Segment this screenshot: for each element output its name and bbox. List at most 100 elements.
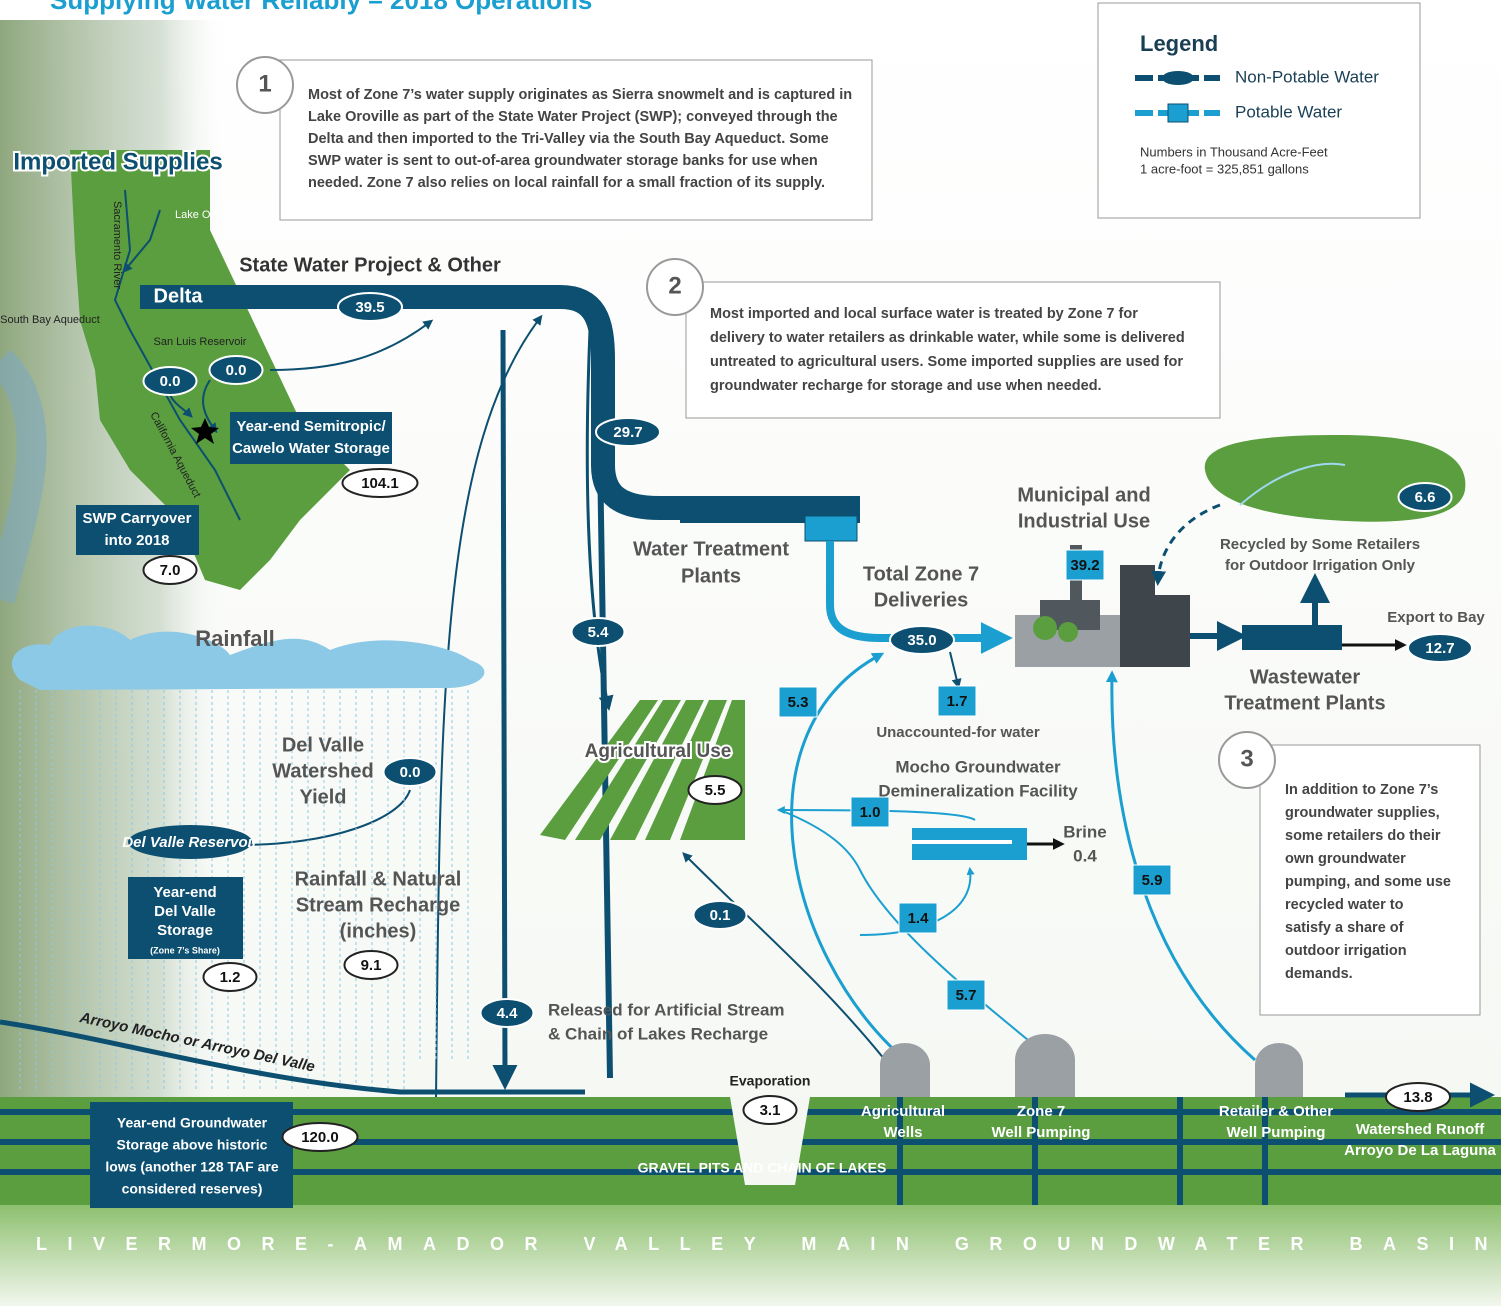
value-oval: [202, 962, 258, 992]
value-oval: [142, 555, 198, 585]
label: Watershed: [272, 760, 374, 782]
flow: [682, 852, 886, 1061]
well-flow: [790, 652, 906, 1062]
value-label: 7.0: [160, 562, 181, 579]
note-number: 2: [668, 272, 681, 299]
label: LIVERMORE-AMADOR VALLEY MAIN GROUNDWATER…: [36, 1234, 1501, 1254]
river: [122, 209, 161, 274]
value-label: 0.0: [160, 373, 181, 390]
basin-band: [0, 1205, 1501, 1306]
value-label: 12.7: [1425, 640, 1454, 657]
flow: [859, 866, 975, 936]
wells: [880, 1034, 1303, 1097]
value-label: 6.6: [1415, 489, 1436, 506]
value-label: 0.1: [710, 907, 731, 924]
title: Supplying Water Reliably – 2018 Operatio…: [50, 0, 592, 15]
note-text: pumping, and some use: [1285, 874, 1451, 890]
label: San Luis Reservoir: [154, 336, 247, 348]
value-oval: [382, 757, 438, 787]
semitropic-box: [230, 412, 392, 464]
note-text: groundwater recharge for storage and use…: [710, 378, 1102, 394]
note-text: satisfy a share of: [1285, 920, 1404, 936]
label: Plants: [681, 565, 741, 587]
label: Deliveries: [874, 589, 969, 611]
note-text: own groundwater: [1285, 851, 1406, 867]
flow: [269, 319, 434, 371]
label: considered reserves): [122, 1181, 263, 1197]
value-label: 35.0: [907, 632, 936, 649]
label: & Chain of Lakes Recharge: [548, 1024, 768, 1043]
label: Delta: [154, 285, 204, 307]
value-label: 39.5: [355, 299, 384, 316]
value-oval: [1407, 633, 1473, 663]
value-box: [946, 979, 986, 1011]
reservoir: [128, 825, 252, 859]
legend-item: Non-Potable Water: [1235, 67, 1379, 86]
note-text: untreated to agricultural users. Some im…: [710, 354, 1183, 370]
label: Mocho Groundwater: [895, 757, 1061, 776]
value-label: 5.4: [588, 624, 610, 641]
label: Total Zone 7: [863, 563, 979, 585]
label: State Water Project & Other: [239, 254, 501, 276]
note-circle: [236, 56, 294, 114]
legend-note: 1 acre-foot = 325,851 gallons: [1140, 161, 1309, 176]
label: Retailer & Other: [1219, 1103, 1333, 1120]
value-oval: [337, 292, 403, 322]
note-circle: [646, 258, 704, 316]
note-text: groundwater supplies,: [1285, 805, 1440, 821]
note-number: 3: [1240, 745, 1253, 772]
del-valle-flow: [435, 314, 543, 1101]
release-flow: [492, 329, 518, 1090]
flow: [949, 651, 962, 689]
label: Yield: [299, 786, 346, 808]
value-oval: [479, 998, 535, 1028]
legend-title: Legend: [1140, 31, 1218, 56]
value-label: 1.0: [860, 804, 881, 821]
note-text: Lake Oroville as part of the State Water…: [308, 109, 838, 125]
value-label: 5.5: [705, 782, 726, 799]
well-flow: [779, 809, 1041, 1051]
label: Arroyo De La Laguna: [1344, 1142, 1496, 1159]
label: Storage: [157, 922, 213, 939]
carryover-box: [76, 505, 199, 555]
label: Del Valle: [154, 903, 216, 920]
note-text: outdoor irrigation: [1285, 943, 1407, 959]
ag-field: [540, 700, 745, 840]
value-label: 1.2: [220, 969, 241, 986]
value-label: 0.0: [226, 362, 247, 379]
label: Stream Recharge: [296, 894, 461, 916]
label: SWP Carryover: [83, 510, 192, 527]
legend-oval: [1162, 71, 1194, 85]
value-label: 1.4: [908, 910, 930, 927]
del-valle-box: [128, 877, 243, 959]
value-label: 39.2: [1070, 557, 1099, 574]
note-text: demands.: [1285, 966, 1353, 982]
value-oval: [687, 775, 743, 805]
note-text: some retailers do their: [1285, 828, 1441, 844]
label: Water Treatment: [633, 538, 789, 560]
label: Zone 7: [1017, 1103, 1065, 1120]
value-box: [850, 796, 890, 828]
label: Agricultural Use: [585, 741, 732, 762]
note-box: [685, 281, 1221, 419]
river-photo: [0, 349, 47, 604]
label: Watershed Runoff: [1356, 1121, 1486, 1138]
note-text: delivery to water retailers as drinkable…: [710, 330, 1185, 346]
value-label: 0.0: [400, 764, 421, 781]
legend-square: [1167, 103, 1189, 123]
label: Well Pumping: [992, 1124, 1091, 1141]
value-label: 13.8: [1403, 1089, 1432, 1106]
note-text: SWP water is sent to out-of-area groundw…: [308, 153, 818, 169]
label: Evaporation: [730, 1073, 811, 1089]
label: (inches): [340, 920, 417, 942]
label: Year-end Groundwater: [117, 1115, 268, 1131]
value-oval: [595, 417, 661, 447]
note-box: [279, 59, 873, 221]
label: Brine: [1063, 822, 1106, 841]
note-text: Delta and then imported to the Tri-Valle…: [308, 131, 829, 147]
note-text: Most imported and local surface water is…: [710, 306, 1138, 322]
value-label: 5.7: [956, 987, 977, 1004]
star: [191, 418, 219, 444]
value-oval: [343, 950, 399, 980]
